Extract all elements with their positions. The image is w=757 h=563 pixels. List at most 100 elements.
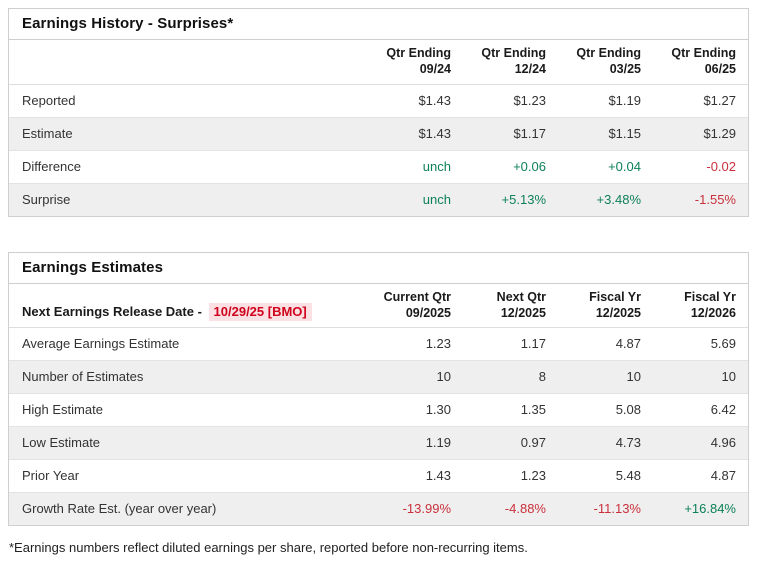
cell: $1.43 xyxy=(368,117,463,151)
cell-value: 1.19 xyxy=(425,435,451,450)
cell-value: 10 xyxy=(626,369,641,384)
cell-value: $1.17 xyxy=(513,125,546,141)
header-line-2: 06/25 xyxy=(704,62,736,77)
cell: 1.19 xyxy=(368,426,463,460)
header-line-2: 09/24 xyxy=(419,62,451,77)
cell: $1.23 xyxy=(463,84,558,118)
cell-value: 4.87 xyxy=(710,468,736,483)
cell: 8 xyxy=(463,360,558,394)
cell: -1.55% xyxy=(653,183,748,216)
table-row: Estimate $1.43 $1.17 $1.15 $1.29 xyxy=(9,117,748,151)
cell: $1.43 xyxy=(368,84,463,118)
row-label: Surprise xyxy=(22,191,71,207)
cell: -4.88% xyxy=(463,493,558,526)
cell: 1.23 xyxy=(368,327,463,361)
header-line-1: Fiscal Yr xyxy=(684,289,736,304)
cell-value: unch xyxy=(422,158,451,174)
cell-value: -1.55% xyxy=(694,191,736,207)
cell-value: 5.48 xyxy=(615,468,641,483)
cell: unch xyxy=(368,183,463,216)
cell-value: $1.19 xyxy=(608,92,641,108)
earnings-estimates-title: Earnings Estimates xyxy=(9,253,748,284)
column-header: Qtr Ending 03/25 xyxy=(558,40,653,85)
header-line-2: 12/2025 xyxy=(595,305,641,320)
header-line-1: Current Qtr xyxy=(383,289,451,304)
header-line-1: Qtr Ending xyxy=(671,46,736,60)
cell: 1.17 xyxy=(463,327,558,361)
row-label: Average Earnings Estimate xyxy=(9,327,368,361)
column-header: Qtr Ending 12/24 xyxy=(463,40,558,85)
cell-value: 6.42 xyxy=(710,402,736,417)
row-label: Reported xyxy=(9,84,368,118)
table-row: Low Estimate 1.19 0.97 4.73 4.96 xyxy=(9,426,748,460)
row-label: Difference xyxy=(9,150,368,184)
release-date-label: Next Earnings Release Date - xyxy=(22,304,202,320)
cell: 4.96 xyxy=(653,426,748,460)
header-line-2: 03/25 xyxy=(609,62,641,77)
earnings-footnote: *Earnings numbers reflect diluted earnin… xyxy=(9,540,528,555)
cell: $1.15 xyxy=(558,117,653,151)
header-line-1: Qtr Ending xyxy=(386,46,451,60)
cell: $1.27 xyxy=(653,84,748,118)
cell-value: 1.30 xyxy=(425,402,451,417)
row-label: Estimate xyxy=(9,117,368,151)
cell-value: +0.04 xyxy=(608,158,641,174)
row-label: Number of Estimates xyxy=(9,360,368,394)
cell-value: 1.23 xyxy=(425,336,451,351)
cell-value: 4.73 xyxy=(615,435,641,450)
earnings-history-table: Qtr Ending 09/24 Qtr Ending 12/24 Qtr En… xyxy=(9,40,748,216)
cell: 10 xyxy=(653,360,748,394)
cell: 0.97 xyxy=(463,426,558,460)
table-row: Difference unch +0.06 +0.04 -0.02 xyxy=(9,150,748,184)
cell-value: $1.29 xyxy=(703,125,736,141)
row-label: High Estimate xyxy=(9,393,368,427)
cell: $1.29 xyxy=(653,117,748,151)
cell: 10 xyxy=(368,360,463,394)
cell: unch xyxy=(368,150,463,184)
cell: $1.17 xyxy=(463,117,558,151)
header-line-2: 12/2025 xyxy=(500,305,546,320)
cell-value: 0.97 xyxy=(520,435,546,450)
cell: 4.87 xyxy=(558,327,653,361)
header-line-1: Qtr Ending xyxy=(481,46,546,60)
cell: +0.04 xyxy=(558,150,653,184)
column-header: Next Qtr 12/2025 xyxy=(463,283,558,328)
cell-value: +3.48% xyxy=(596,191,641,207)
cell-value: $1.15 xyxy=(608,125,641,141)
earnings-history-title: Earnings History - Surprises* xyxy=(9,9,748,40)
header-row: Next Earnings Release Date - 10/29/25 [B… xyxy=(9,283,748,328)
earnings-estimates-section: Earnings Estimates Next Earnings Release… xyxy=(8,251,749,526)
cell-value: 5.69 xyxy=(710,336,736,351)
column-header: Fiscal Yr 12/2026 xyxy=(653,283,748,328)
cell-value: -0.02 xyxy=(706,158,736,174)
cell-value: 10 xyxy=(721,369,736,384)
cell-value: unch xyxy=(422,191,451,207)
cell: +3.48% xyxy=(558,183,653,216)
release-date-badge: 10/29/25 [BMO] xyxy=(208,303,312,322)
table-row: Growth Rate Est. (year over year) -13.99… xyxy=(9,492,748,526)
header-spacer xyxy=(9,40,368,85)
cell-value: +0.06 xyxy=(513,158,546,174)
cell-value: 1.35 xyxy=(520,402,546,417)
cell-value: $1.43 xyxy=(418,125,451,141)
cell-value: 4.87 xyxy=(615,336,641,351)
cell-value: -13.99% xyxy=(402,501,451,516)
earnings-estimates-table: Next Earnings Release Date - 10/29/25 [B… xyxy=(9,283,748,526)
column-header: Qtr Ending 09/24 xyxy=(368,40,463,85)
table-row: Average Earnings Estimate 1.23 1.17 4.87… xyxy=(9,327,748,361)
header-line-2: 12/2026 xyxy=(690,305,736,320)
header-line-2: 09/2025 xyxy=(405,305,451,320)
cell-value: -4.88% xyxy=(504,501,546,516)
cell: -13.99% xyxy=(368,493,463,526)
row-label: Prior Year xyxy=(9,459,368,493)
cell: 5.08 xyxy=(558,393,653,427)
cell: 1.35 xyxy=(463,393,558,427)
cell-value: 8 xyxy=(538,369,546,384)
cell-value: 1.17 xyxy=(520,336,546,351)
cell-value: +5.13% xyxy=(501,191,546,207)
cell-value: -11.13% xyxy=(593,501,641,516)
cell: +16.84% xyxy=(653,493,748,526)
next-earnings-release: Next Earnings Release Date - 10/29/25 [B… xyxy=(9,283,368,328)
cell-value: 1.43 xyxy=(425,468,451,483)
earnings-history-section: Earnings History - Surprises* Qtr Ending… xyxy=(8,8,749,217)
